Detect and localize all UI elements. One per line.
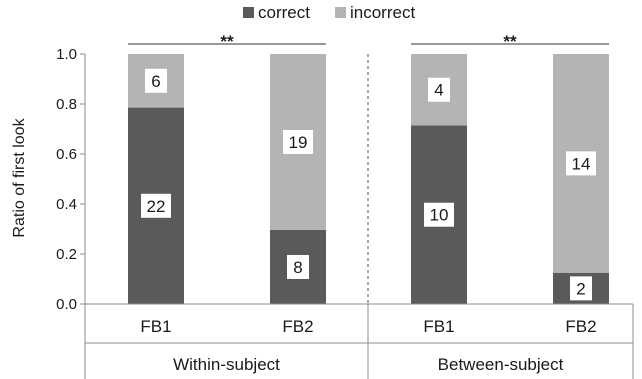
data-label-incorrect: 14 [572,154,591,173]
y-axis-label: Ratio of first look [11,117,28,237]
data-label-correct: 22 [147,197,166,216]
y-tick-label: 0.0 [56,296,77,313]
y-axis: 0.0 0.2 0.4 0.6 0.8 1.0 [56,46,86,313]
y-tick-label: 0.8 [56,96,77,113]
legend-swatch-incorrect [335,7,346,18]
y-tick-label: 0.2 [56,246,77,263]
bars: 22 6 8 19 ** 10 4 2 14 ** [128,32,609,304]
data-label-correct: 10 [430,206,449,225]
x-category-label: FB2 [565,317,596,336]
data-label-box [145,68,167,93]
y-tick-label: 1.0 [56,46,77,63]
data-label-correct: 2 [576,279,585,298]
data-label-incorrect: 19 [289,133,308,152]
data-label-box [570,276,592,301]
legend: correct incorrect [243,3,415,22]
legend-label-correct: correct [258,3,310,22]
significance-marker: ** [220,32,234,51]
legend-label-incorrect: incorrect [350,3,415,22]
x-group-label: Between-subject [438,355,564,374]
x-category-label: FB1 [423,317,454,336]
y-tick-label: 0.4 [56,196,77,213]
data-label-box [424,202,454,227]
data-label-box [287,254,309,279]
legend-swatch-correct [243,7,254,18]
y-tick-label: 0.6 [56,146,77,163]
data-label-correct: 8 [293,258,302,277]
data-label-box [141,193,171,218]
data-label-incorrect: 6 [151,72,160,91]
data-label-box [428,77,450,102]
x-category-label: FB2 [282,317,313,336]
x-group-label: Within-subject [173,355,280,374]
data-label-incorrect: 4 [434,81,443,100]
significance-marker: ** [503,32,517,51]
x-category-label: FB1 [140,317,171,336]
data-label-box [566,151,596,176]
data-label-box [283,129,313,154]
